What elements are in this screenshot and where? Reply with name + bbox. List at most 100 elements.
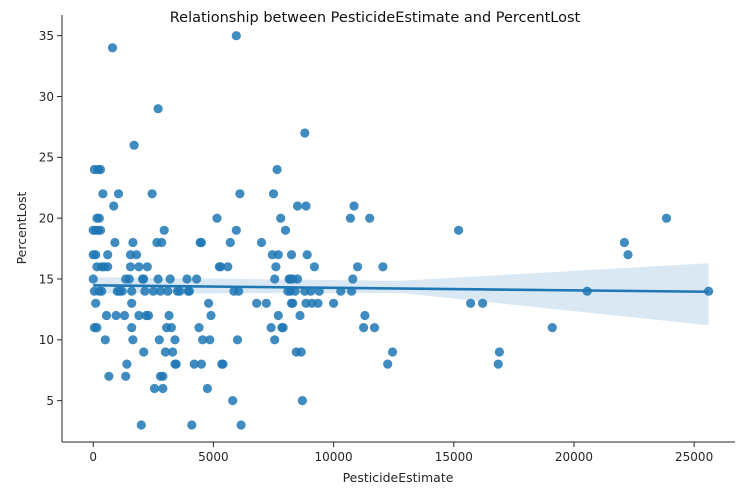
data-point <box>103 262 113 272</box>
data-point <box>466 298 476 308</box>
y-tick-label: 35 <box>39 29 54 43</box>
data-point <box>349 201 359 211</box>
data-point <box>206 310 216 321</box>
data-point <box>143 310 154 321</box>
data-point <box>297 396 307 406</box>
data-point <box>296 347 306 357</box>
data-point <box>387 347 398 357</box>
data-point <box>256 237 267 248</box>
data-point <box>149 383 160 394</box>
y-tick-label: 5 <box>46 394 54 408</box>
data-point <box>158 383 168 394</box>
data-point <box>353 262 363 272</box>
data-point <box>163 286 173 296</box>
data-point <box>268 189 279 199</box>
data-point <box>202 383 212 394</box>
data-point <box>261 298 271 308</box>
confidence-band <box>93 263 709 326</box>
y-tick-label: 20 <box>39 211 54 225</box>
data-point <box>295 310 305 321</box>
data-point <box>309 262 319 272</box>
data-point <box>619 237 630 248</box>
data-point <box>704 286 714 296</box>
data-point <box>128 335 138 345</box>
data-point <box>290 286 300 296</box>
data-point <box>276 213 286 223</box>
data-point <box>159 225 169 235</box>
data-point <box>134 310 144 321</box>
data-point <box>280 225 291 235</box>
data-point <box>113 189 124 199</box>
data-point <box>348 274 358 284</box>
data-point <box>205 335 215 345</box>
data-point <box>147 189 157 199</box>
data-point <box>158 371 168 381</box>
data-point <box>148 286 158 296</box>
data-point <box>107 43 118 53</box>
data-point <box>94 213 104 223</box>
data-point <box>286 250 297 260</box>
x-tick-label: 25000 <box>675 450 713 464</box>
data-point <box>228 396 238 406</box>
data-point <box>547 323 557 333</box>
x-ticks: 0 5000 10000 15000 20000 25000 <box>89 442 713 464</box>
data-point <box>139 274 149 284</box>
data-point <box>91 250 101 260</box>
data-point <box>184 286 194 296</box>
data-point <box>345 213 355 223</box>
axes-layer <box>61 15 735 443</box>
data-point <box>117 286 127 296</box>
points-layer <box>88 31 714 430</box>
data-point <box>88 274 98 284</box>
x-axis-label: PesticideEstimate <box>343 470 454 485</box>
y-ticks: 5 10 15 20 25 30 35 <box>39 29 62 408</box>
data-point <box>127 323 137 333</box>
data-point <box>236 420 246 430</box>
data-point <box>301 201 311 211</box>
data-point <box>494 347 504 357</box>
data-point <box>300 128 310 138</box>
x-tick-label: 20000 <box>555 450 593 464</box>
data-point <box>121 371 131 381</box>
data-point <box>92 323 102 333</box>
data-point <box>196 237 206 248</box>
data-point <box>100 335 110 345</box>
data-point <box>153 104 163 114</box>
data-point <box>493 359 503 369</box>
data-point <box>139 347 149 357</box>
data-point <box>266 323 276 333</box>
data-point <box>166 323 176 333</box>
data-point <box>272 164 282 175</box>
data-point <box>454 225 464 235</box>
data-point <box>155 286 166 296</box>
data-point <box>95 164 106 175</box>
data-point <box>127 286 137 296</box>
data-point <box>189 359 199 369</box>
x-tick-label: 5000 <box>198 450 229 464</box>
y-tick-label: 15 <box>39 272 54 286</box>
data-point <box>225 237 235 248</box>
data-point <box>216 262 226 272</box>
y-tick-label: 25 <box>39 151 54 165</box>
y-tick-label: 30 <box>39 90 54 104</box>
data-point <box>192 274 202 284</box>
data-point <box>661 213 672 223</box>
data-point <box>252 298 262 308</box>
data-point <box>153 274 163 284</box>
data-point <box>623 250 633 260</box>
data-point <box>292 274 303 284</box>
data-point <box>109 201 119 211</box>
data-point <box>91 298 101 308</box>
data-point <box>235 189 245 199</box>
data-point <box>360 310 370 321</box>
data-point <box>204 298 214 308</box>
data-point <box>273 310 283 321</box>
data-point <box>218 359 228 369</box>
data-point <box>125 262 136 272</box>
regression-line <box>93 284 709 294</box>
data-point <box>278 323 288 333</box>
data-point <box>160 347 170 357</box>
data-point <box>101 310 112 321</box>
data-point <box>270 274 280 284</box>
data-point <box>313 298 323 308</box>
